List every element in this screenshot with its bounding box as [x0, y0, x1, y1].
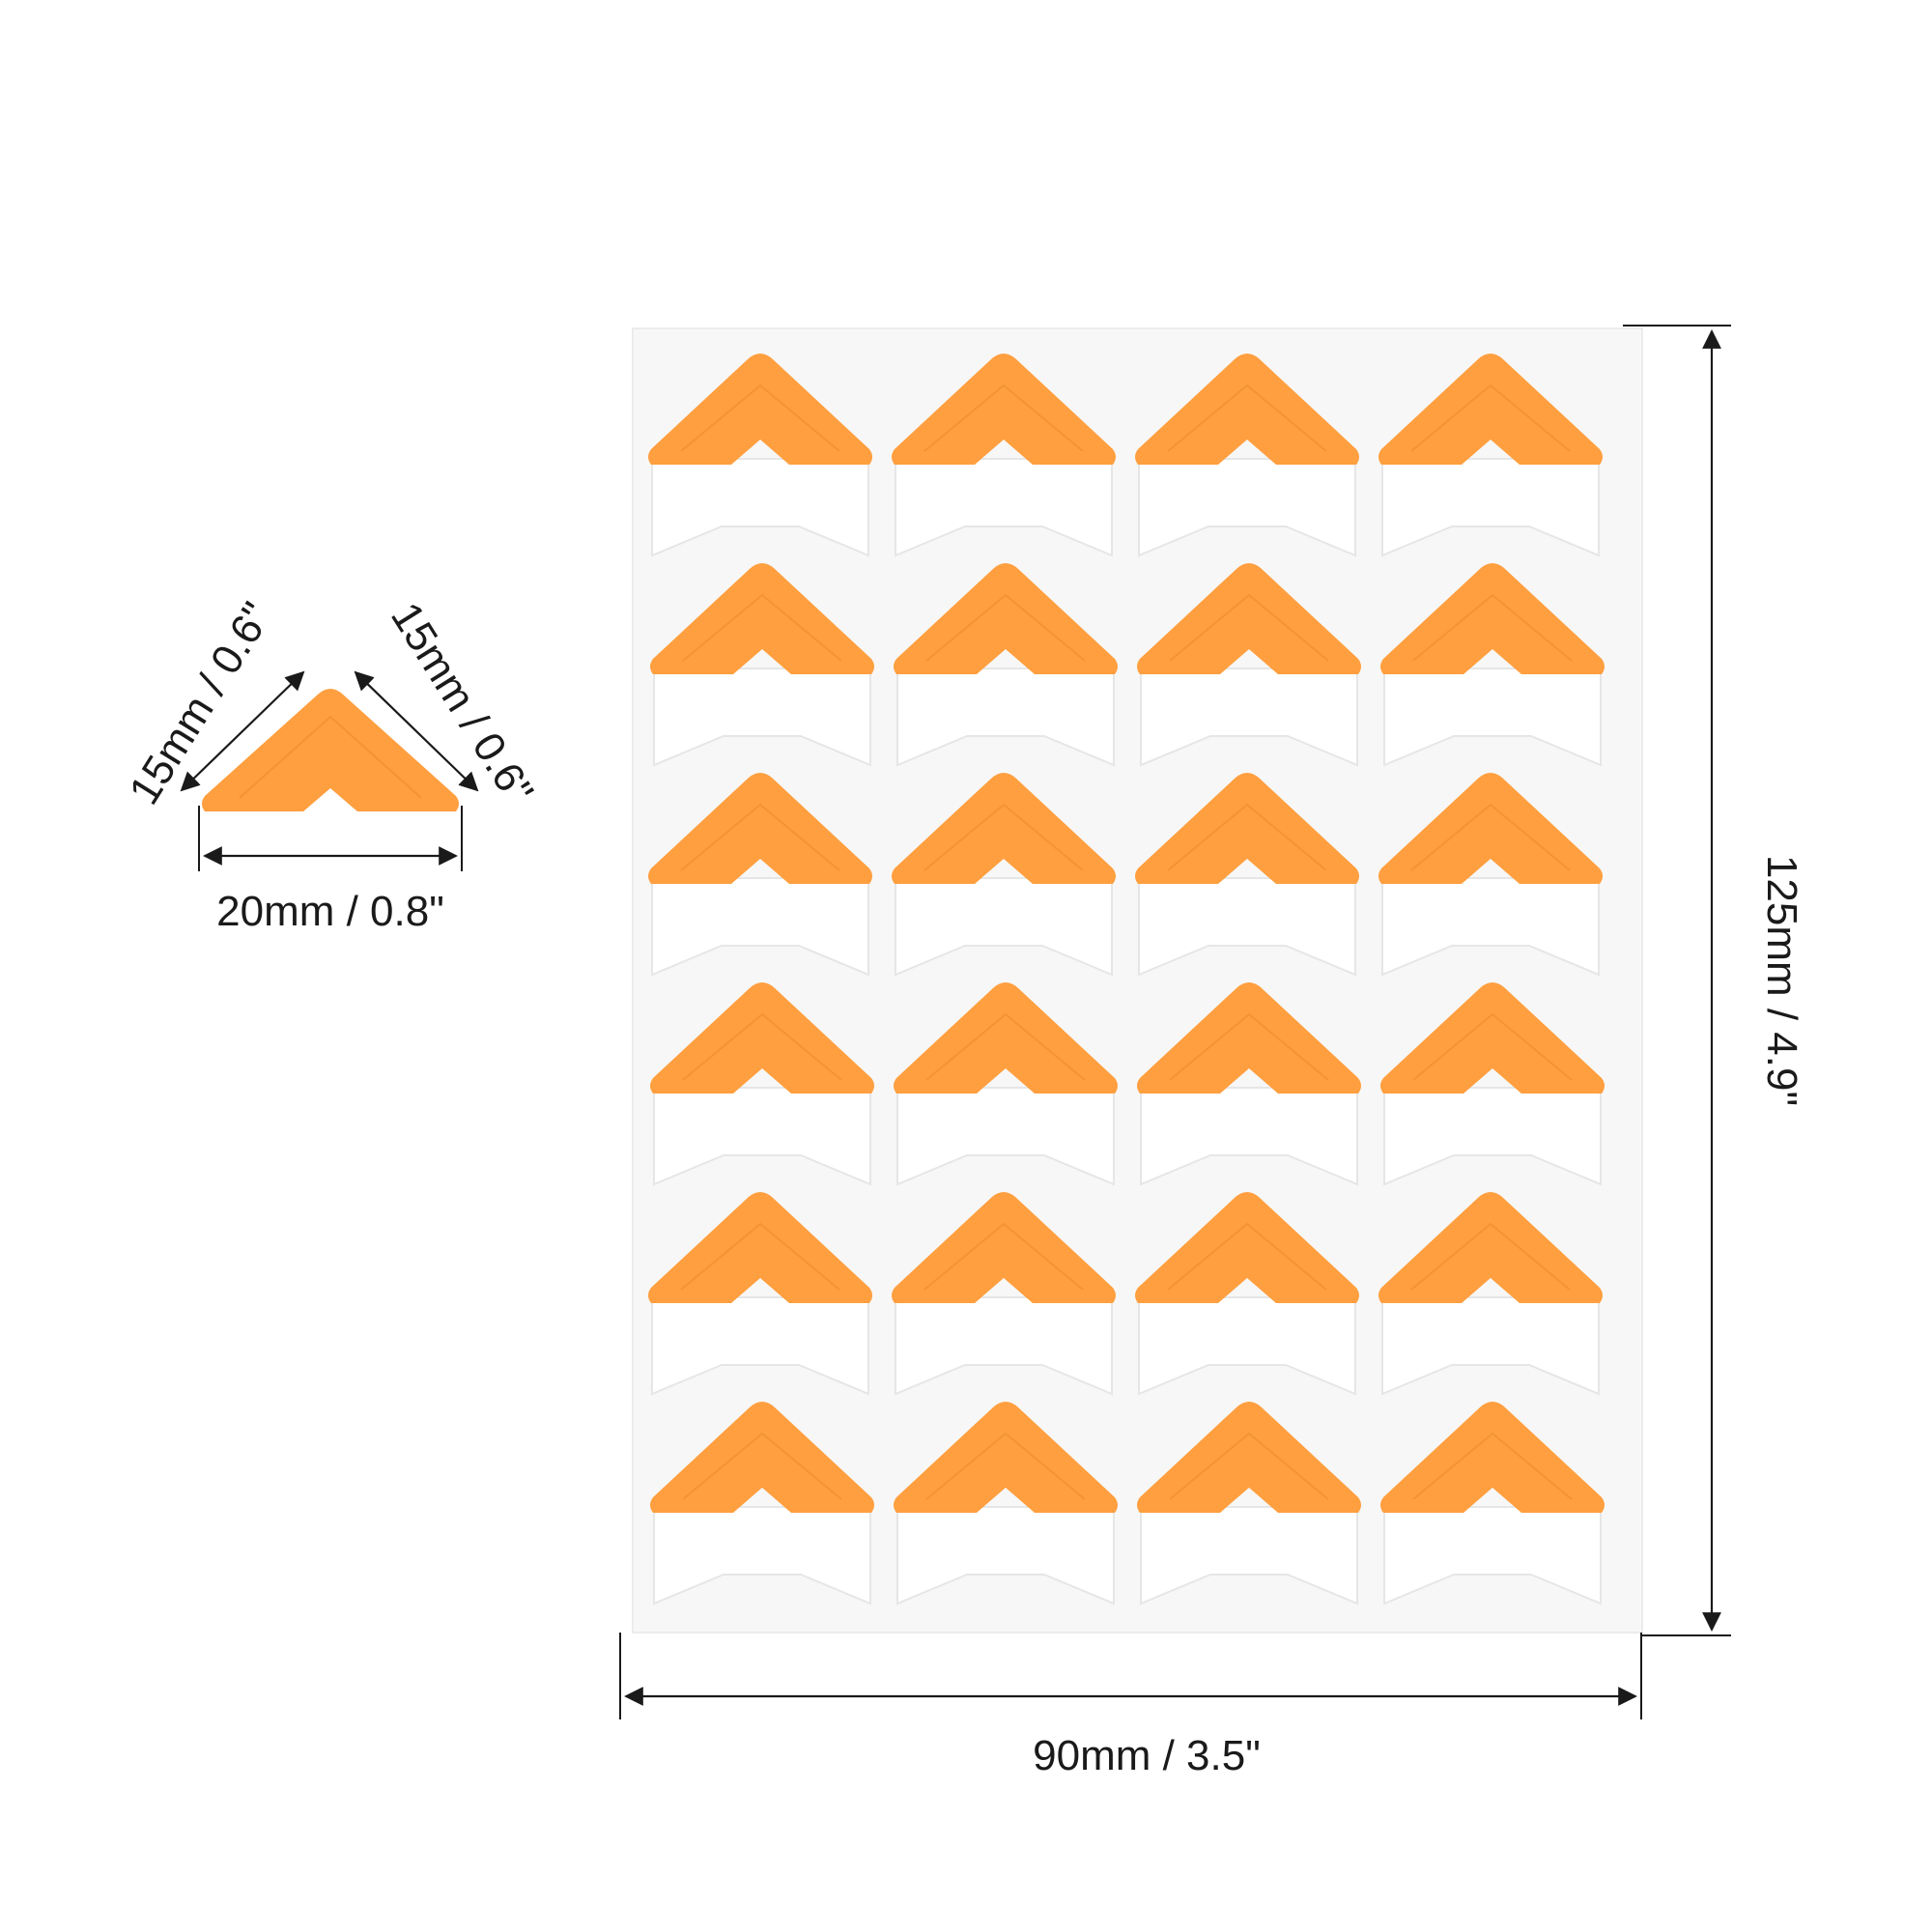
corner-sticker: [1137, 563, 1361, 767]
corner-sticker: [1378, 1192, 1603, 1396]
right-side-arrow-line: [354, 670, 479, 792]
corner-sticker-emboss: [923, 384, 1084, 452]
corner-sticker: [648, 1192, 872, 1396]
corner-sticker: [1378, 773, 1603, 977]
corner-sticker-emboss: [925, 1012, 1086, 1081]
corner-sticker-shape: [1137, 563, 1361, 674]
corner-sticker-shape: [1380, 1402, 1605, 1513]
corner-sticker-detail: 15mm / 0.6" 15mm / 0.6" 20mm / 0.8": [120, 594, 542, 935]
corner-sticker-emboss: [1412, 593, 1573, 662]
corner-sticker-emboss: [682, 593, 842, 662]
corner-sticker: [892, 1192, 1116, 1396]
corner-sticker-shape: [894, 982, 1118, 1094]
corner-sticker-emboss: [1410, 1222, 1571, 1291]
corner-sticker: [648, 354, 872, 557]
corner-sticker-shape: [650, 563, 874, 674]
corner-sticker-shape: [1378, 773, 1603, 884]
corner-sticker-shape: [892, 1192, 1116, 1303]
corner-sticker-emboss: [923, 803, 1084, 871]
corner-sticker-shape: [648, 1192, 872, 1303]
corner-sticker-shape: [894, 1402, 1118, 1513]
corner-sticker: [650, 563, 874, 767]
sheet-height-label: 125mm / 4.9": [1758, 855, 1805, 1106]
corner-sticker-emboss: [1167, 1222, 1327, 1291]
corner-sticker: [1137, 1402, 1361, 1605]
corner-sticker-shape: [892, 354, 1116, 465]
sticker-grid: [648, 354, 1605, 1605]
corner-sticker: [1135, 354, 1359, 557]
corner-sticker-emboss: [1169, 593, 1329, 662]
corner-sticker-emboss: [1167, 384, 1327, 452]
corner-sticker: [892, 773, 1116, 977]
corner-sticker-shape: [650, 982, 874, 1094]
corner-sticker-emboss: [1169, 1432, 1329, 1500]
corner-sticker: [1378, 354, 1603, 557]
corner-sticker: [1380, 563, 1605, 767]
sticker-sheet: [632, 327, 1643, 1634]
corner-sticker-emboss: [1410, 384, 1571, 452]
corner-sticker-shape: [894, 563, 1118, 674]
corner-sticker-shape: [1135, 1192, 1359, 1303]
corner-sticker-emboss: [680, 803, 840, 871]
corner-sticker-shape: [1135, 773, 1359, 884]
corner-sticker: [650, 982, 874, 1186]
corner-sticker: [650, 1402, 874, 1605]
corner-sticker: [1380, 982, 1605, 1186]
corner-sticker-emboss: [680, 384, 840, 452]
corner-sticker-emboss: [925, 1432, 1086, 1500]
corner-sticker-shape: [1135, 354, 1359, 465]
corner-sticker-shape: [1378, 354, 1603, 465]
corner-sticker-emboss: [1412, 1432, 1573, 1500]
sheet-width-label: 90mm / 3.5": [1033, 1732, 1261, 1779]
corner-sticker-sample: [202, 689, 459, 811]
corner-sticker: [1135, 773, 1359, 977]
corner-sticker: [892, 354, 1116, 557]
corner-sticker-emboss: [682, 1432, 842, 1500]
corner-sticker-shape: [1378, 1192, 1603, 1303]
corner-sticker: [894, 1402, 1118, 1605]
corner-sticker: [1137, 982, 1361, 1186]
corner-sticker: [1380, 1402, 1605, 1605]
sheet-width-dimension: 90mm / 3.5": [619, 1633, 1642, 1779]
corner-sticker-shape: [650, 1402, 874, 1513]
corner-sticker-shape: [1137, 982, 1361, 1094]
corner-sticker-emboss: [682, 1012, 842, 1081]
corner-sticker-shape: [1380, 982, 1605, 1094]
corner-sticker: [894, 563, 1118, 767]
corner-sticker-shape: [1137, 1402, 1361, 1513]
corner-sticker-emboss: [1412, 1012, 1573, 1081]
corner-sticker-emboss: [1410, 803, 1571, 871]
corner-sticker-emboss: [680, 1222, 840, 1291]
corner-sticker-shape: [648, 354, 872, 465]
corner-sticker-emboss: [923, 1222, 1084, 1291]
corner-sticker-emboss: [1169, 1012, 1329, 1081]
corner-sticker-shape: [648, 773, 872, 884]
left-side-arrow-line: [180, 670, 305, 792]
corner-sticker-shape: [1380, 563, 1605, 674]
corner-base-label: 20mm / 0.8": [216, 888, 444, 935]
sheet-height-dimension: 125mm / 4.9": [1623, 325, 1805, 1636]
corner-sticker-emboss: [925, 593, 1086, 662]
corner-sticker-emboss: [1167, 803, 1327, 871]
corner-sticker-shape: [892, 773, 1116, 884]
corner-sticker: [648, 773, 872, 977]
corner-sticker: [1135, 1192, 1359, 1396]
corner-sticker: [894, 982, 1118, 1186]
